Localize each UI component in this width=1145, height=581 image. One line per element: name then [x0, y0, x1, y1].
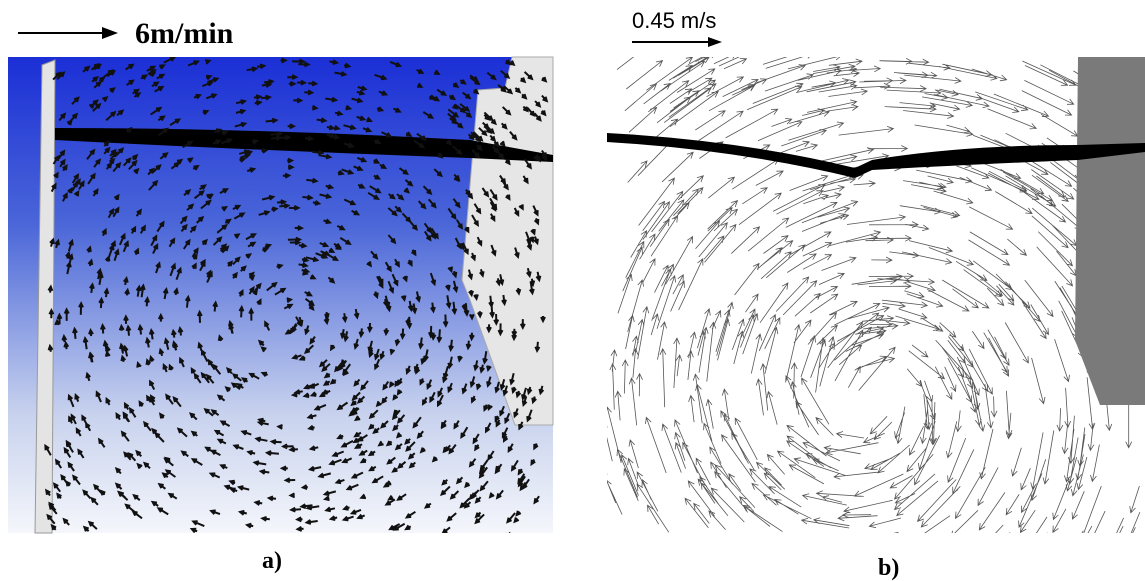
slag-interface	[607, 133, 1145, 178]
slag-interface	[55, 128, 553, 162]
scale-label: 0.45 m/s	[632, 8, 716, 33]
scale-label: 6m/min	[135, 17, 234, 50]
panel-b: 0.45 m/s b)	[607, 8, 1145, 581]
panel-a: 6m/min a)	[8, 17, 554, 574]
nozzle	[1075, 57, 1145, 405]
caption: b)	[878, 555, 899, 581]
scale-arrowhead	[708, 37, 722, 47]
caption: a)	[262, 548, 282, 574]
velocity-field-background	[607, 57, 1145, 533]
left-wall	[34, 59, 56, 534]
scale-arrowhead	[102, 27, 118, 39]
velocity-vectors	[44, 57, 549, 533]
